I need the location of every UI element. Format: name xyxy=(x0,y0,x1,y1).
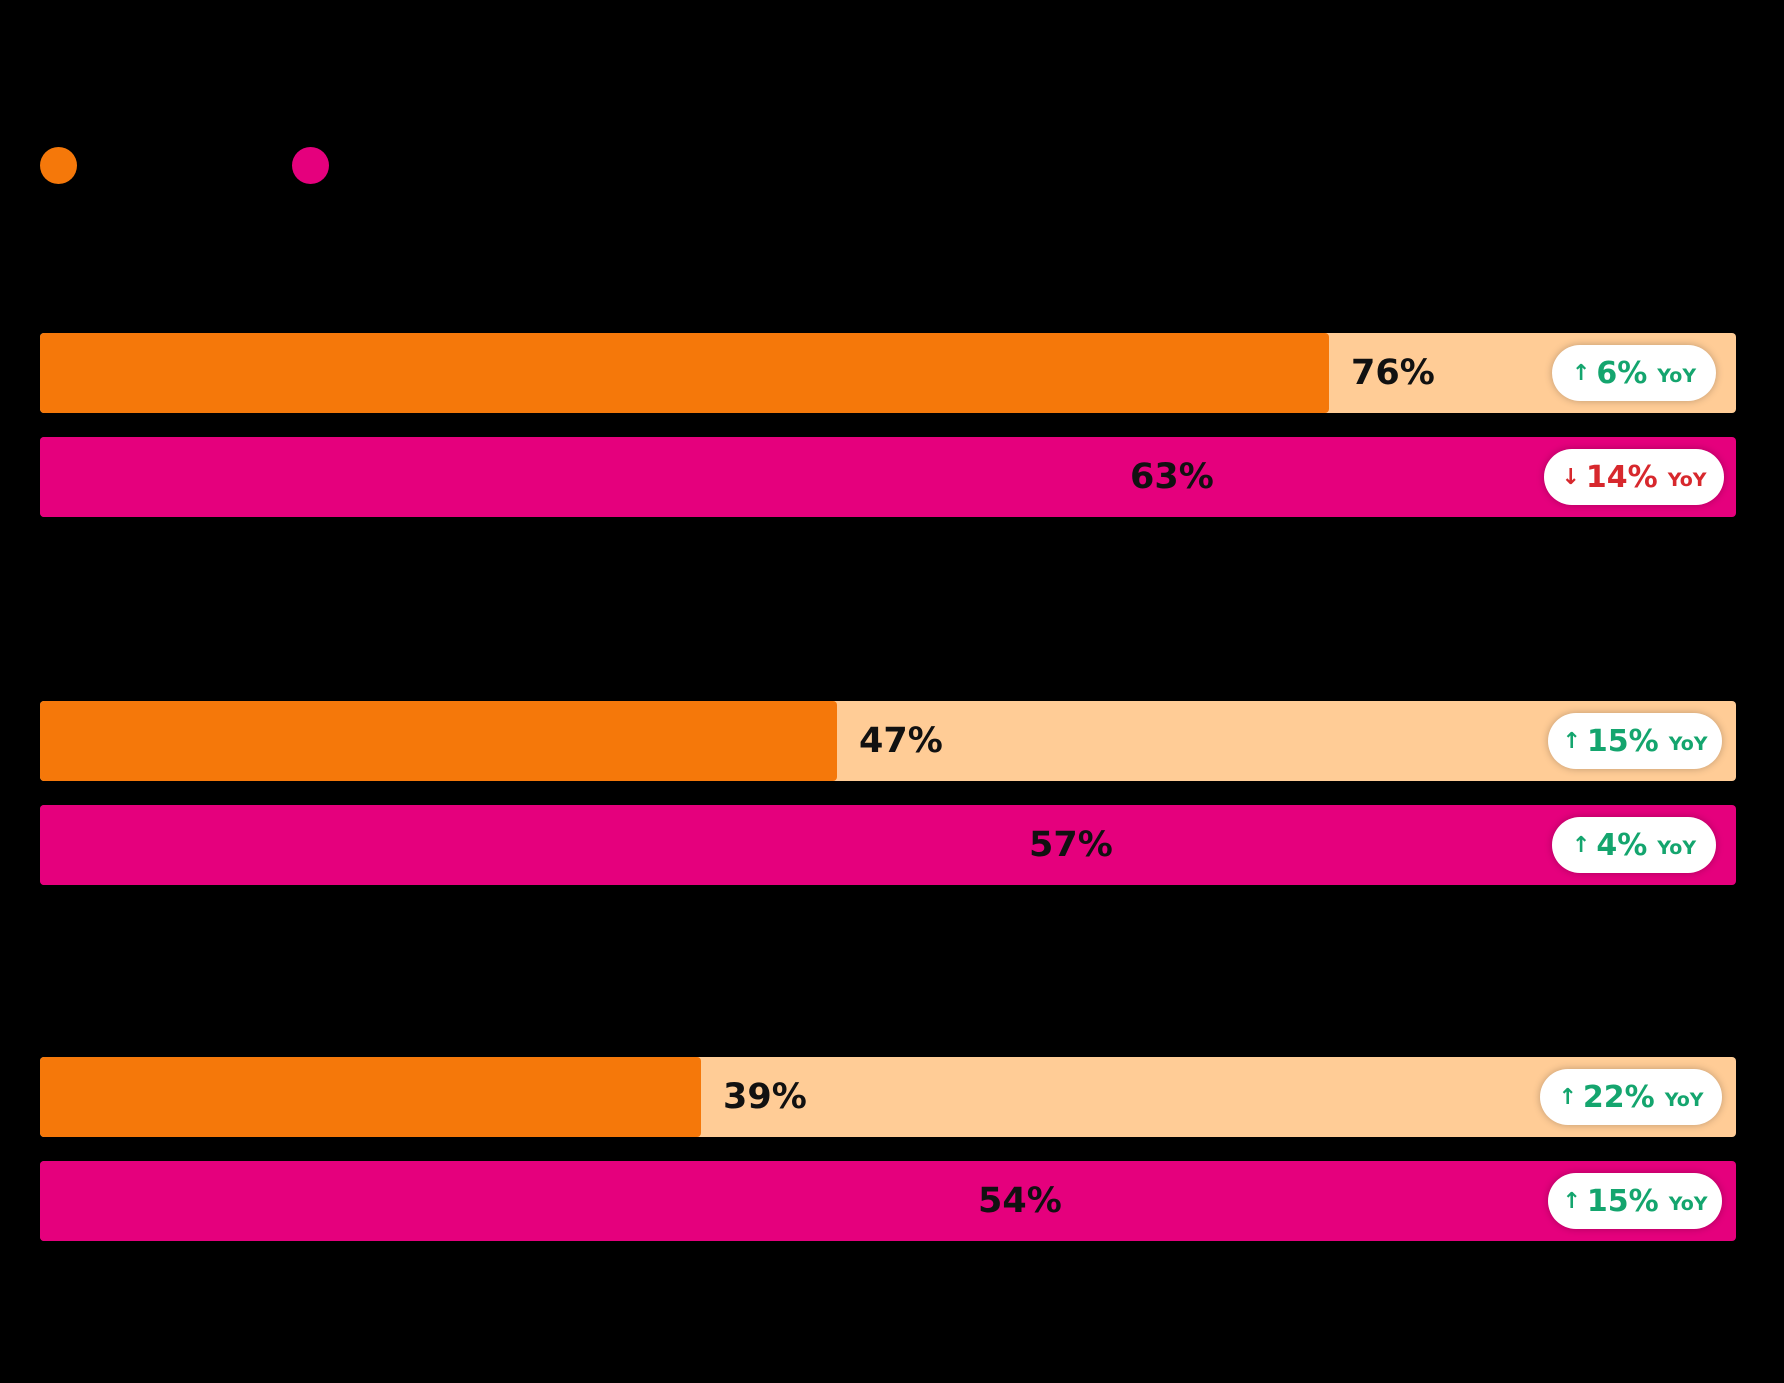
bar-value-label: 47% xyxy=(859,721,943,761)
bar-track-orange: 47% ↑ 15% YoY xyxy=(40,701,1736,781)
arrow-up-icon: ↑ xyxy=(1571,832,1591,858)
yoy-change-badge: ↓ 14% YoY xyxy=(1544,449,1724,505)
bar-value-label: 76% xyxy=(1351,353,1435,393)
yoy-change-value: 6% xyxy=(1596,355,1648,391)
yoy-change-badge: ↑ 4% YoY xyxy=(1552,817,1716,873)
yoy-change-badge: ↑ 6% YoY xyxy=(1552,345,1716,401)
bar-track-pink: 54% ↑ 15% YoY xyxy=(40,1161,1736,1241)
yoy-unit-label: YoY xyxy=(1664,1089,1704,1111)
yoy-unit-label: YoY xyxy=(1668,733,1708,755)
arrow-up-icon: ↑ xyxy=(1562,728,1581,754)
bar-fill-pink xyxy=(40,805,1007,885)
yoy-unit-label: YoY xyxy=(1668,1193,1708,1215)
bar-value-label: 63% xyxy=(1130,457,1214,497)
bar-fill-orange xyxy=(40,701,837,781)
bar-track-pink: 63% ↓ 14% YoY xyxy=(40,437,1736,517)
legend-marker-orange xyxy=(40,147,77,184)
yoy-change-value: 15% xyxy=(1586,1183,1659,1219)
bar-value-label: 54% xyxy=(978,1181,1062,1221)
yoy-change-badge: ↑ 22% YoY xyxy=(1540,1069,1722,1125)
yoy-change-value: 4% xyxy=(1596,827,1648,863)
bar-fill-orange xyxy=(40,333,1329,413)
arrow-down-icon: ↓ xyxy=(1561,464,1580,490)
yoy-change-value: 15% xyxy=(1586,723,1659,759)
arrow-up-icon: ↑ xyxy=(1558,1084,1577,1110)
bar-fill-pink xyxy=(40,437,1108,517)
yoy-unit-label: YoY xyxy=(1667,469,1707,491)
bar-track-orange: 39% ↑ 22% YoY xyxy=(40,1057,1736,1137)
yoy-unit-label: YoY xyxy=(1657,365,1697,387)
bar-fill-orange xyxy=(40,1057,701,1137)
bar-value-label: 39% xyxy=(723,1077,807,1117)
yoy-change-value: 14% xyxy=(1585,459,1658,495)
bar-track-orange: 76% ↑ 6% YoY xyxy=(40,333,1736,413)
bar-value-label: 57% xyxy=(1029,825,1113,865)
yoy-change-badge: ↑ 15% YoY xyxy=(1548,1173,1722,1229)
arrow-up-icon: ↑ xyxy=(1571,360,1591,386)
yoy-change-value: 22% xyxy=(1582,1079,1655,1115)
bar-fill-pink xyxy=(40,1161,956,1241)
yoy-change-badge: ↑ 15% YoY xyxy=(1548,713,1722,769)
bar-track-pink: 57% ↑ 4% YoY xyxy=(40,805,1736,885)
arrow-up-icon: ↑ xyxy=(1562,1188,1581,1214)
chart-legend xyxy=(40,147,440,187)
legend-marker-pink xyxy=(292,147,329,184)
yoy-unit-label: YoY xyxy=(1657,837,1697,859)
